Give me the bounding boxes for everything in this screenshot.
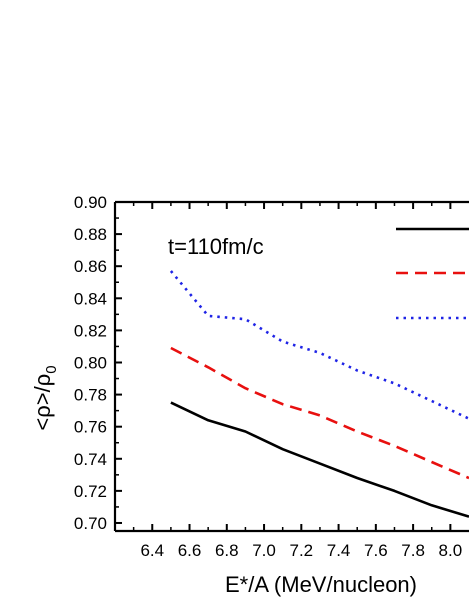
y-tick-label: 0.78 (74, 386, 107, 405)
y-tick-label: 0.70 (74, 514, 107, 533)
x-tick-label: 7.4 (327, 541, 351, 560)
time-annotation: t=110fm/c (168, 234, 264, 259)
x-tick-label: 7.6 (364, 541, 388, 560)
x-tick-label: 7.8 (401, 541, 425, 560)
x-tick-label: 6.6 (178, 541, 202, 560)
y-tick-label: 0.72 (74, 482, 107, 501)
x-tick-label: 7.0 (252, 541, 276, 560)
series-line-dashed (170, 346, 469, 480)
x-tick-label: 6.8 (215, 541, 239, 560)
axes (113, 200, 469, 533)
y-tick-label: 0.74 (74, 450, 107, 469)
y-tick-label: 0.80 (74, 353, 107, 372)
y-tick-label: 0.86 (74, 257, 107, 276)
legend (396, 227, 469, 320)
series-line-solid (170, 401, 469, 518)
y-axis-title-subscript: 0 (43, 365, 60, 373)
y-axis-title: <ρ>/ρ0 (30, 365, 60, 430)
series-lines (169, 270, 469, 518)
y-tick-label: 0.90 (74, 193, 107, 212)
y-tick-label: 0.82 (74, 321, 107, 340)
y-tick-label: 0.84 (74, 289, 107, 308)
x-tick-label: 8.0 (439, 541, 463, 560)
y-tick-label: 0.88 (74, 225, 107, 244)
x-tick-label: 7.2 (289, 541, 313, 560)
y-axis-title-main: <ρ>/ρ (30, 374, 55, 431)
ticks: 0.70 0.72 0.74 0.76 0.78 0.80 0.82 0.84 0.86 0.88… (74, 193, 462, 560)
y-tick-label: 0.76 (74, 418, 107, 437)
x-tick-label: 6.4 (140, 541, 164, 560)
x-axis-title: E*/A (MeV/nucleon) (225, 572, 417, 597)
series-line-dotted (169, 270, 469, 420)
